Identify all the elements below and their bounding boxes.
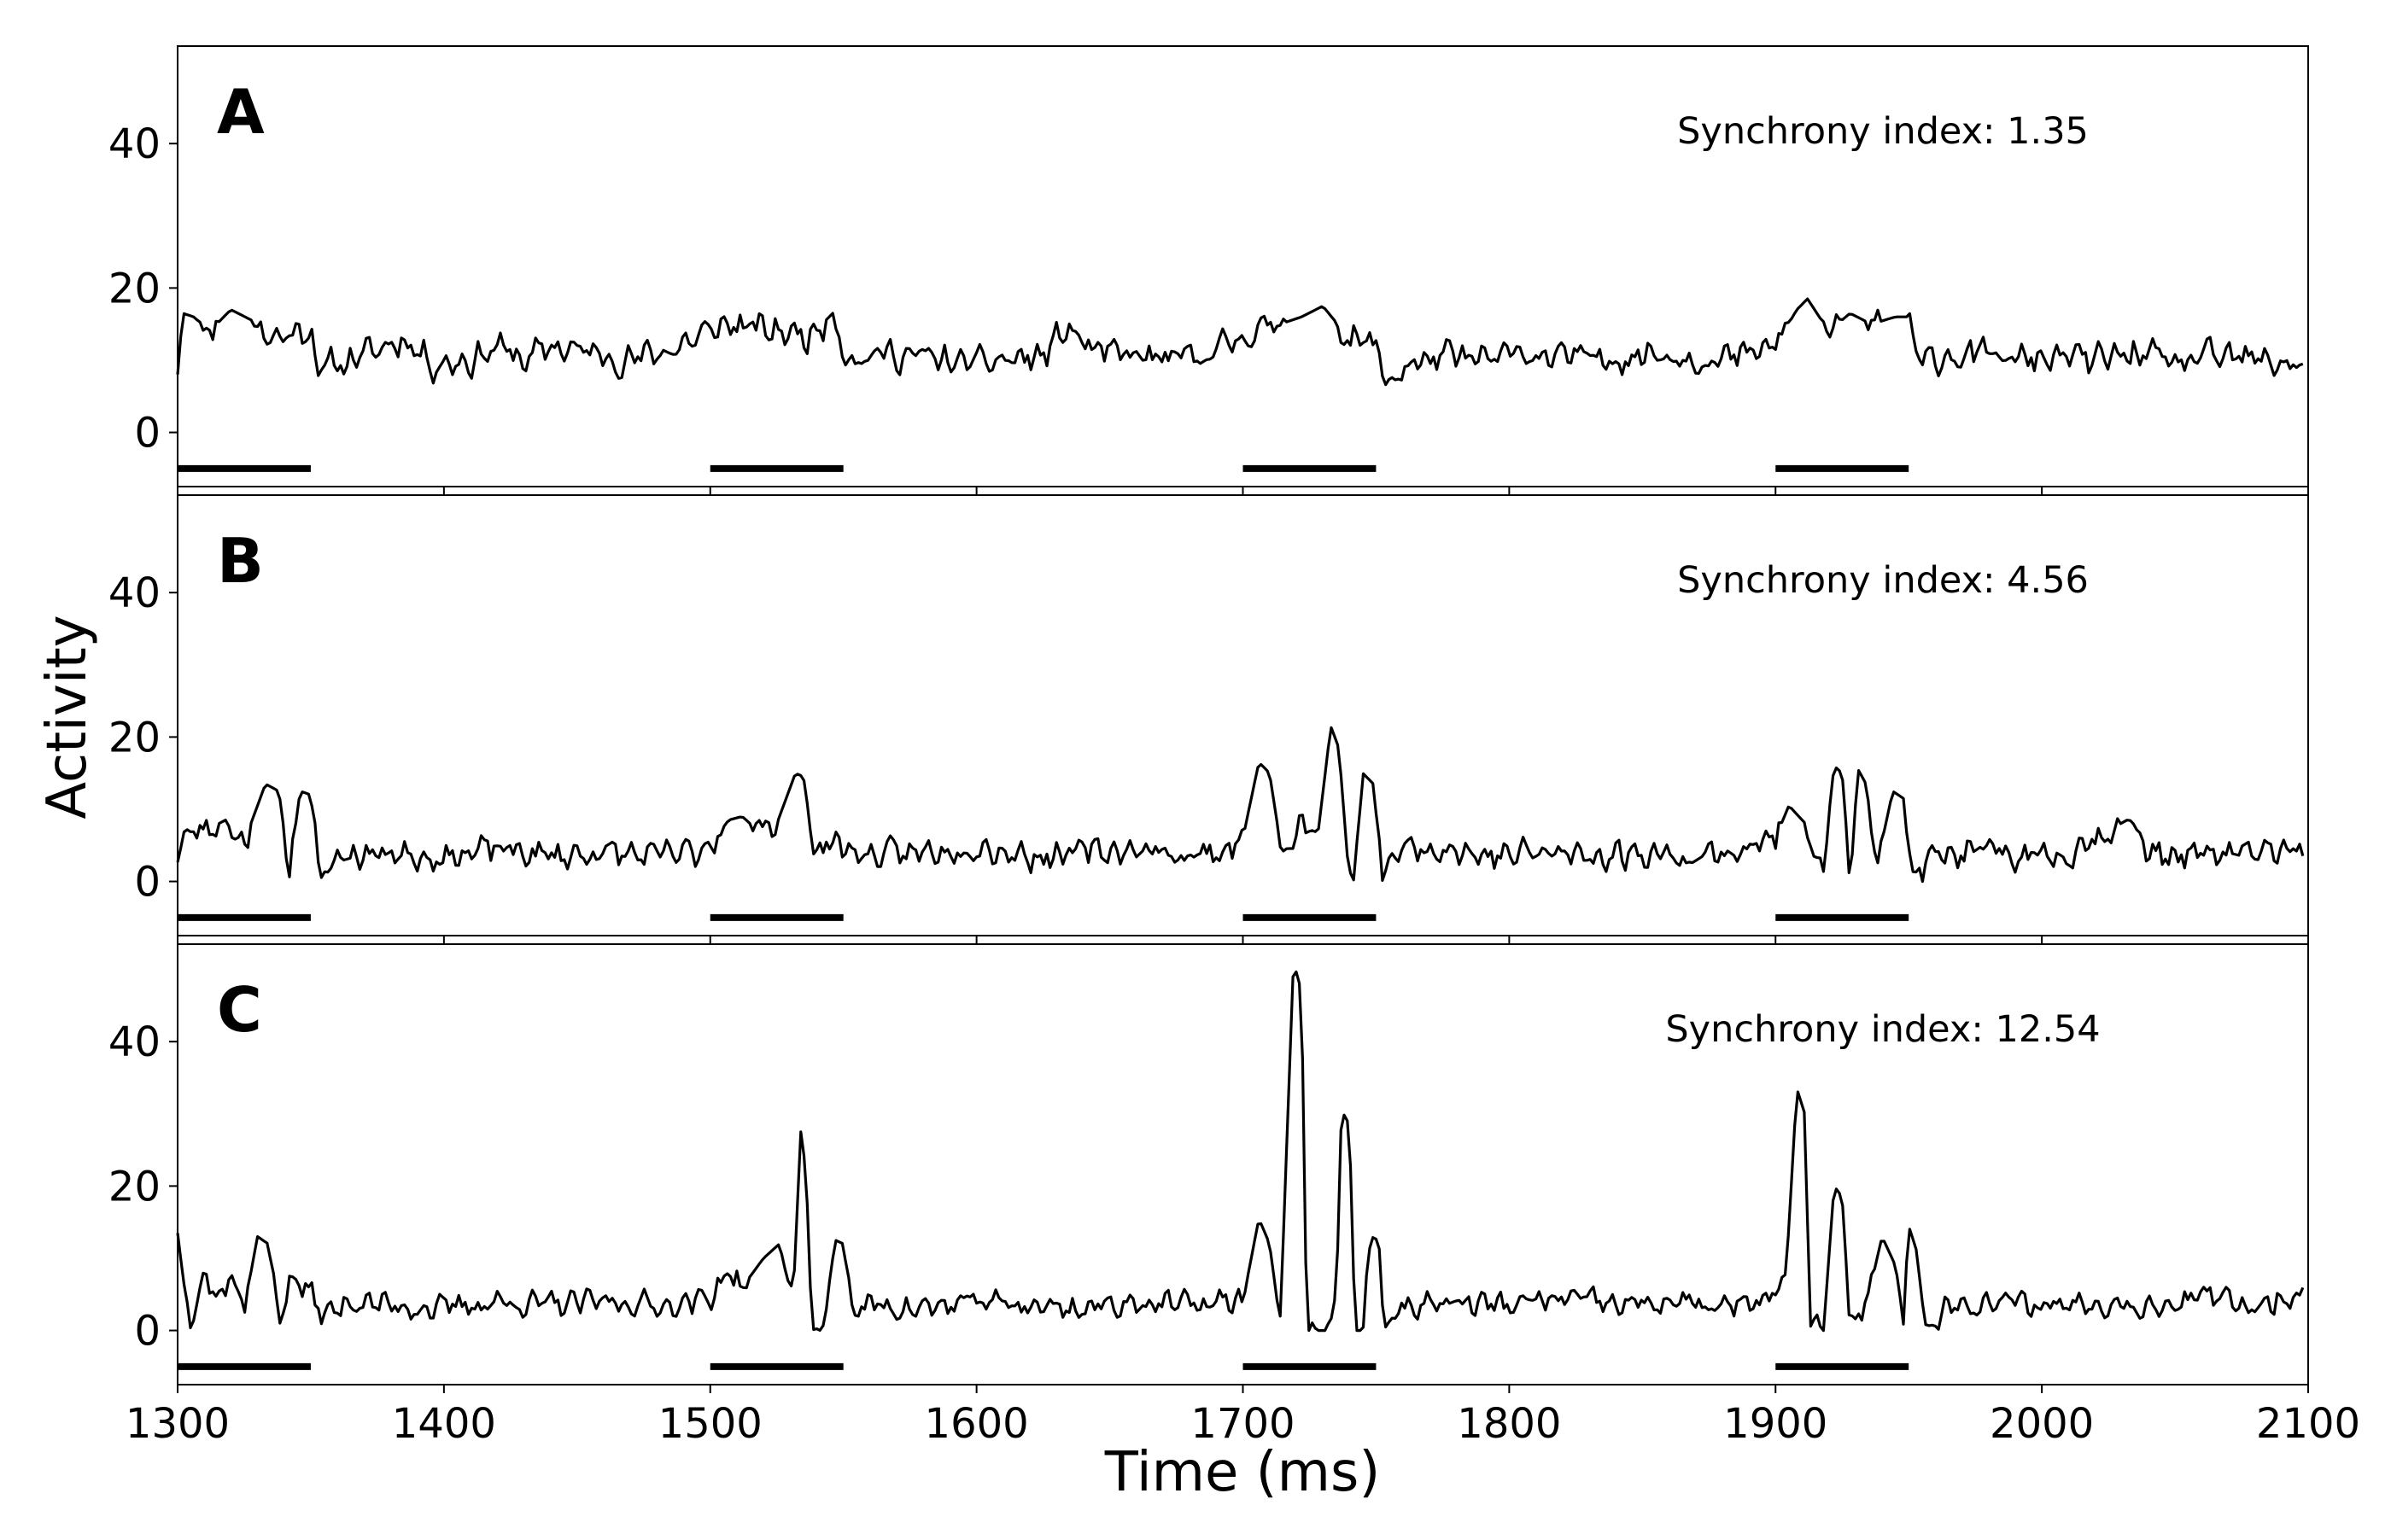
synchrony-index-label: Synchrony index: 1.35 — [1677, 110, 2089, 153]
x-tick-label: 1900 — [1723, 1400, 1827, 1448]
y-tick-label: 40 — [108, 569, 161, 617]
x-axis: 1300 1400 1500 1600 1700 1800 1900 2000 2100 — [126, 1400, 2360, 1448]
x-tick-label: 1700 — [1190, 1400, 1295, 1448]
synchrony-index-label: Synchrony index: 12.54 — [1665, 1008, 2100, 1051]
y-tick-label: 20 — [108, 1163, 161, 1210]
y-tick-label: 20 — [108, 265, 161, 312]
x-tick-label: 1600 — [925, 1400, 1029, 1448]
activity-trace — [176, 297, 2304, 387]
activity-trace — [176, 726, 2305, 884]
y-tick-label: 0 — [134, 1308, 161, 1356]
panel-c: 0 20 40 C Synchrony index: 12.54 — [108, 943, 2309, 1393]
x-tick-label: 2100 — [2256, 1400, 2360, 1448]
panel-label: B — [217, 525, 264, 597]
y-tick-label: 20 — [108, 714, 161, 761]
panel-label: A — [217, 76, 265, 148]
y-tick-label: 40 — [108, 120, 161, 168]
x-tick-label: 1300 — [126, 1400, 230, 1448]
y-tick-label: 0 — [134, 410, 161, 458]
synchrony-index-label: Synchrony index: 4.56 — [1677, 559, 2089, 602]
y-tick-label: 0 — [134, 859, 161, 907]
panels-layer: 0 20 40 A Synchrony index: 1.35 0 20 40 B Synchro… — [108, 45, 2309, 1393]
x-tick-label: 2000 — [1990, 1400, 2094, 1448]
y-tick-label: 40 — [108, 1018, 161, 1066]
activity-trace — [176, 970, 2305, 1333]
x-axis-label: Time (ms) — [1104, 1441, 1381, 1504]
x-tick-label: 1500 — [658, 1400, 763, 1448]
panel-a: 0 20 40 A Synchrony index: 1.35 — [108, 45, 2309, 495]
panel-b: 0 20 40 B Synchrony index: 4.56 — [108, 494, 2309, 944]
x-tick-label: 1400 — [392, 1400, 496, 1448]
panel-label: C — [217, 974, 262, 1046]
x-tick-label: 1800 — [1457, 1400, 1561, 1448]
y-axis-label: Activity — [36, 615, 99, 819]
